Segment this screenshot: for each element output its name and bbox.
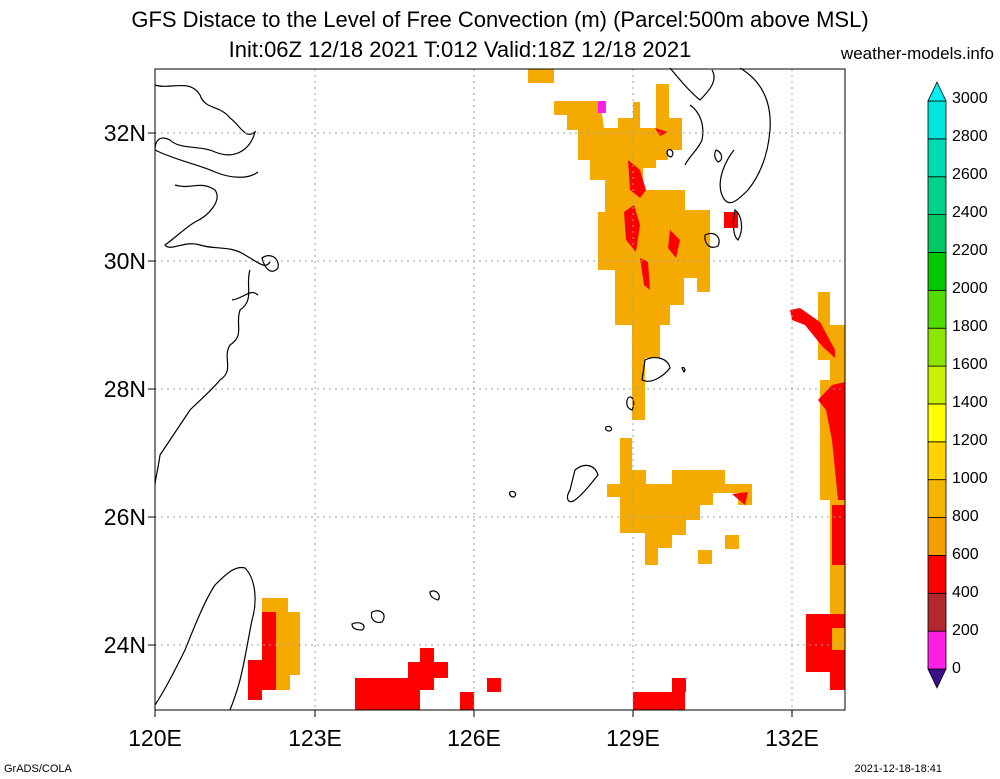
lat-label-26n: 26N (104, 504, 146, 530)
coastlines (154, 67, 771, 711)
map-title-line1: GFS Distace to the Level of Free Convect… (131, 7, 869, 32)
colorbar-label-1600: 1600 (952, 356, 988, 373)
colorbar-label-600: 600 (952, 546, 979, 563)
colorbar-label-800: 800 (952, 508, 979, 525)
site-name: weather-models.info (840, 44, 994, 63)
colorbar-label-200: 200 (952, 622, 979, 639)
colorbar-arrow-high (927, 81, 947, 102)
colorbar-label-400: 400 (952, 584, 979, 601)
lat-label-30n: 30N (104, 248, 146, 274)
colorbar-label-2200: 2200 (952, 242, 988, 259)
map-plot-area: 32N 30N 28N 26N 24N 120E 123E 126E 129E … (104, 67, 846, 751)
lon-label-126e: 126E (447, 725, 501, 751)
colorbar-label-1200: 1200 (952, 432, 988, 449)
colorbar-segment (927, 403, 947, 443)
colorbar-segment (927, 592, 947, 632)
colorbar-segment (927, 138, 947, 178)
lon-label-132e: 132E (765, 725, 819, 751)
colorbar-label-1000: 1000 (952, 470, 988, 487)
colorbar-segment (927, 327, 947, 367)
colorbar-segment (927, 517, 947, 556)
lat-label-28n: 28N (104, 376, 146, 402)
colorbar-label-2400: 2400 (952, 204, 988, 221)
lfc-field-red (248, 128, 845, 710)
colorbar-segment (927, 479, 947, 518)
timestamp-label: 2021-12-18-18:41 (854, 763, 942, 775)
lon-label-120e: 120E (128, 725, 182, 751)
colorbar-segment (927, 214, 947, 253)
colorbar-segment (927, 289, 947, 329)
colorbar-segment (927, 176, 947, 215)
lfc-field-magenta (598, 101, 606, 113)
colorbar-segment (927, 555, 947, 594)
colorbar-label-2600: 2600 (952, 166, 988, 183)
lon-label-123e: 123E (288, 725, 342, 751)
colorbar-label-2000: 2000 (952, 280, 988, 297)
map-title-line2: Init:06Z 12/18 2021 T:012 Valid:18Z 12/1… (228, 37, 692, 62)
colorbar-segment (927, 630, 947, 670)
colorbar-segment (927, 365, 947, 405)
lat-label-32n: 32N (104, 120, 146, 146)
colorbar-label-2800: 2800 (952, 128, 988, 145)
lon-axis: 120E 123E 126E 129E 132E (128, 710, 819, 751)
lat-label-24n: 24N (104, 632, 146, 658)
colorbar-label-1400: 1400 (952, 394, 988, 411)
colorbar: 0 200 400 600 800 1000 1200 1400 1600 18… (927, 81, 988, 689)
lon-label-129e: 129E (606, 725, 660, 751)
colorbar-segment (927, 100, 947, 140)
colorbar-label-1800: 1800 (952, 318, 988, 335)
grid-lines (154, 69, 845, 710)
colorbar-arrow-low (927, 668, 947, 689)
lat-axis: 32N 30N 28N 26N 24N (104, 120, 155, 658)
credit-label: GrADS/COLA (4, 763, 72, 775)
colorbar-label-3000: 3000 (952, 90, 988, 107)
colorbar-segment (927, 441, 947, 481)
colorbar-label-0: 0 (952, 660, 961, 677)
colorbar-segments (927, 81, 947, 689)
lfc-field-orange (262, 69, 845, 690)
colorbar-labels: 0 200 400 600 800 1000 1200 1400 1600 18… (952, 90, 988, 677)
colorbar-segment (927, 252, 947, 291)
